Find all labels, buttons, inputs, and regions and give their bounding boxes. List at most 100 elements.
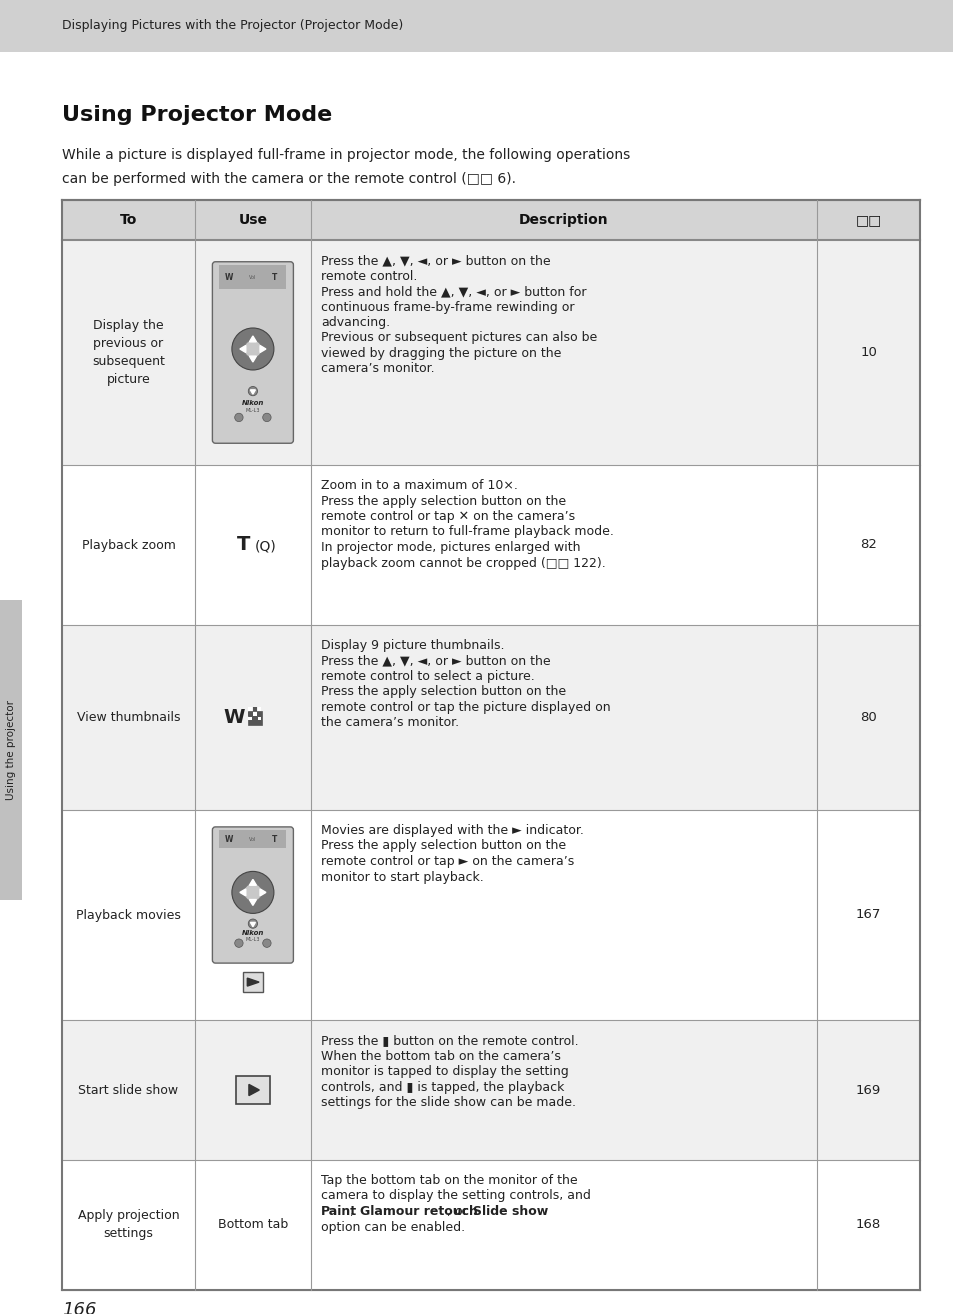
Text: Using Projector Mode: Using Projector Mode — [62, 105, 332, 125]
Text: W: W — [225, 834, 233, 844]
Polygon shape — [249, 336, 256, 342]
Text: camera to display the setting controls, and: camera to display the setting controls, … — [320, 1189, 590, 1202]
Text: □□: □□ — [855, 213, 881, 227]
Bar — [248, 707, 252, 711]
Text: Glamour retouch: Glamour retouch — [359, 1205, 477, 1218]
Text: Nikon: Nikon — [241, 401, 264, 406]
Text: To: To — [120, 213, 137, 227]
Circle shape — [234, 940, 243, 947]
Text: W: W — [223, 708, 245, 727]
Circle shape — [262, 940, 271, 947]
Bar — [62, 625, 919, 809]
Bar — [0, 600, 22, 900]
Text: Start slide show: Start slide show — [78, 1084, 178, 1096]
Text: Displaying Pictures with the Projector (Projector Mode): Displaying Pictures with the Projector (… — [62, 20, 403, 33]
Bar — [253, 712, 256, 716]
Text: remote control or tap ► on the camera’s: remote control or tap ► on the camera’s — [320, 855, 574, 869]
Bar — [253, 716, 256, 720]
Text: advancing.: advancing. — [320, 315, 390, 328]
Text: In projector mode, pictures enlarged with: In projector mode, pictures enlarged wit… — [320, 541, 579, 555]
Bar — [0, 0, 953, 53]
Polygon shape — [249, 356, 256, 363]
Text: Vol: Vol — [249, 275, 256, 280]
Text: When the bottom tab on the camera’s: When the bottom tab on the camera’s — [320, 1050, 560, 1063]
Text: remote control or tap the picture displayed on: remote control or tap the picture displa… — [320, 700, 610, 714]
Text: Slide show: Slide show — [473, 1205, 548, 1218]
Text: can be performed with the camera or the remote control (□□ 6).: can be performed with the camera or the … — [62, 172, 516, 187]
Polygon shape — [249, 879, 256, 886]
Text: Press the apply selection button on the: Press the apply selection button on the — [320, 840, 565, 853]
Text: (Q): (Q) — [254, 540, 276, 555]
Circle shape — [244, 340, 261, 357]
Text: ML-L3: ML-L3 — [246, 937, 260, 942]
Text: Previous or subsequent pictures can also be: Previous or subsequent pictures can also… — [320, 331, 597, 344]
Bar — [62, 809, 919, 1020]
Polygon shape — [260, 346, 266, 352]
Text: Apply projection
settings: Apply projection settings — [77, 1209, 179, 1240]
Circle shape — [244, 883, 261, 901]
Text: Press the ▮ button on the remote control.: Press the ▮ button on the remote control… — [320, 1034, 578, 1047]
Bar — [62, 465, 919, 625]
Polygon shape — [239, 888, 246, 896]
Text: Press the ▲, ▼, ◄, or ► button on the: Press the ▲, ▼, ◄, or ► button on the — [320, 654, 550, 668]
Polygon shape — [249, 900, 256, 905]
Circle shape — [232, 328, 274, 371]
Text: 82: 82 — [860, 539, 876, 552]
Polygon shape — [239, 346, 246, 352]
Text: continuous frame-by-frame rewinding or: continuous frame-by-frame rewinding or — [320, 301, 574, 314]
Bar — [257, 712, 261, 716]
Text: , or: , or — [447, 1205, 472, 1218]
Text: Bottom tab: Bottom tab — [217, 1218, 288, 1231]
Text: 169: 169 — [855, 1084, 881, 1096]
Text: remote control to select a picture.: remote control to select a picture. — [320, 670, 534, 683]
Bar — [253, 707, 256, 711]
Text: Description: Description — [518, 213, 608, 227]
Text: Zoom in to a maximum of 10×.: Zoom in to a maximum of 10×. — [320, 480, 517, 491]
Circle shape — [248, 386, 257, 396]
Text: ML-L3: ML-L3 — [246, 407, 260, 413]
Text: Paint: Paint — [320, 1205, 356, 1218]
Text: playback zoom cannot be cropped (□□ 122).: playback zoom cannot be cropped (□□ 122)… — [320, 557, 605, 569]
Circle shape — [248, 918, 257, 928]
Text: ,: , — [350, 1205, 357, 1218]
Text: T: T — [236, 536, 250, 555]
Bar — [219, 830, 286, 848]
Polygon shape — [250, 922, 255, 926]
Text: Nikon: Nikon — [241, 930, 264, 936]
Text: Use: Use — [238, 213, 267, 227]
Bar — [219, 264, 286, 289]
Text: monitor is tapped to display the setting: monitor is tapped to display the setting — [320, 1066, 568, 1077]
Text: Movies are displayed with the ► indicator.: Movies are displayed with the ► indicato… — [320, 824, 583, 837]
Text: controls, and ▮ is tapped, the playback: controls, and ▮ is tapped, the playback — [320, 1080, 563, 1093]
Text: Using the projector: Using the projector — [6, 700, 16, 800]
Text: Display 9 picture thumbnails.: Display 9 picture thumbnails. — [320, 639, 504, 652]
Text: 80: 80 — [860, 711, 876, 724]
Bar — [257, 707, 261, 711]
Text: Tap the bottom tab on the monitor of the: Tap the bottom tab on the monitor of the — [320, 1173, 577, 1187]
Text: 167: 167 — [855, 908, 881, 921]
Text: Press and hold the ▲, ▼, ◄, or ► button for: Press and hold the ▲, ▼, ◄, or ► button … — [320, 285, 586, 298]
Text: 10: 10 — [860, 346, 876, 359]
FancyBboxPatch shape — [213, 827, 294, 963]
Text: option can be enabled.: option can be enabled. — [320, 1221, 464, 1234]
Polygon shape — [249, 1084, 259, 1096]
FancyBboxPatch shape — [213, 261, 294, 443]
Bar — [257, 716, 261, 720]
Text: While a picture is displayed full-frame in projector mode, the following operati: While a picture is displayed full-frame … — [62, 148, 630, 162]
Bar — [248, 711, 262, 724]
Text: remote control or tap ✕ on the camera’s: remote control or tap ✕ on the camera’s — [320, 510, 575, 523]
Bar — [248, 712, 252, 716]
Text: T: T — [272, 834, 277, 844]
Circle shape — [262, 413, 271, 422]
Bar — [62, 240, 919, 465]
Circle shape — [232, 871, 274, 913]
Text: settings for the slide show can be made.: settings for the slide show can be made. — [320, 1096, 576, 1109]
Bar — [62, 1160, 919, 1290]
Text: 166: 166 — [62, 1301, 96, 1314]
Bar — [62, 200, 919, 240]
Text: Press the apply selection button on the: Press the apply selection button on the — [320, 494, 565, 507]
Text: monitor to start playback.: monitor to start playback. — [320, 870, 483, 883]
Text: W: W — [225, 272, 233, 281]
Text: remote control.: remote control. — [320, 269, 416, 283]
Polygon shape — [250, 390, 255, 394]
